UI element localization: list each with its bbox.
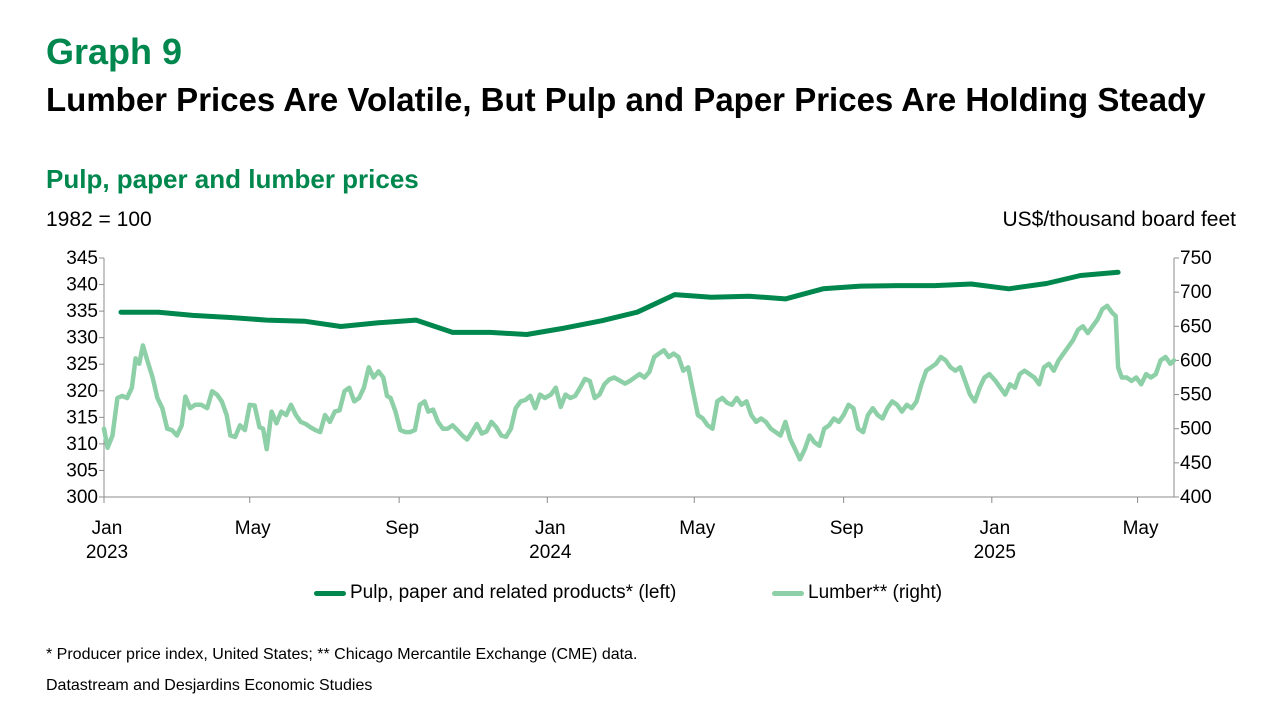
left-axis-unit: 1982 = 100 [46, 208, 152, 231]
series-line-pulp [118, 269, 1121, 337]
x-tick-year-label: 2024 [529, 542, 572, 563]
right-tick-label: 650 [1180, 316, 1212, 337]
left-tick-label: 300 [66, 487, 98, 508]
right-axis-unit: US$/thousand board feet [1002, 208, 1236, 231]
left-tick-label: 320 [66, 381, 98, 402]
left-tick-label: 325 [66, 354, 98, 375]
x-tick-label: May [235, 518, 271, 539]
chart-title: Lumber Prices Are Volatile, But Pulp and… [46, 81, 1206, 118]
left-tick-label: 340 [66, 275, 98, 296]
legend-item-pulp: Pulp, paper and related products* (left) [314, 578, 676, 608]
right-tick-label: 500 [1180, 419, 1212, 440]
legend-swatch-pulp [314, 590, 346, 596]
right-tick-label: 550 [1180, 385, 1212, 406]
right-tick-label: 750 [1180, 248, 1212, 269]
series-line-lumber [101, 303, 1177, 462]
left-tick-label: 315 [66, 407, 98, 428]
right-tick-label: 400 [1180, 487, 1212, 508]
left-tick-label: 310 [66, 434, 98, 455]
left-tick-label: 305 [66, 460, 98, 481]
x-tick-label: Jan [535, 518, 566, 539]
legend-label-lumber: Lumber** (right) [808, 582, 943, 603]
left-tick-label: 335 [66, 301, 98, 322]
x-tick-year-label: 2025 [974, 542, 1016, 563]
legend-label-pulp: Pulp, paper and related products* (left) [350, 582, 677, 603]
right-tick-label: 600 [1180, 350, 1212, 371]
source-note: Datastream and Desjardins Economic Studi… [46, 677, 373, 694]
left-tick-label: 345 [66, 248, 98, 269]
x-tick-label: Sep [385, 518, 419, 539]
x-tick-label: Jan [92, 518, 123, 539]
right-tick-label: 700 [1180, 282, 1212, 303]
right-tick-label: 450 [1180, 453, 1212, 474]
x-tick-label: May [1123, 518, 1159, 539]
chart-subtitle: Pulp, paper and lumber prices [46, 164, 419, 194]
legend-swatch-lumber [772, 590, 804, 596]
x-tick-label: Sep [830, 518, 864, 539]
x-tick-label: Jan [980, 518, 1011, 539]
left-tick-label: 330 [66, 328, 98, 349]
legend-item-lumber: Lumber** (right) [772, 578, 942, 608]
axes: 300 305 310 315 320 325 330 335 340 345 400 450 500 5… [66, 248, 1211, 563]
x-tick-year-label: 2023 [86, 542, 128, 563]
footnote: * Producer price index, United States; *… [46, 646, 638, 663]
x-tick-label: May [679, 518, 715, 539]
graph-number: Graph 9 [46, 31, 183, 72]
series-layer [101, 269, 1177, 462]
legend: Pulp, paper and related products* (left)… [0, 578, 1280, 608]
